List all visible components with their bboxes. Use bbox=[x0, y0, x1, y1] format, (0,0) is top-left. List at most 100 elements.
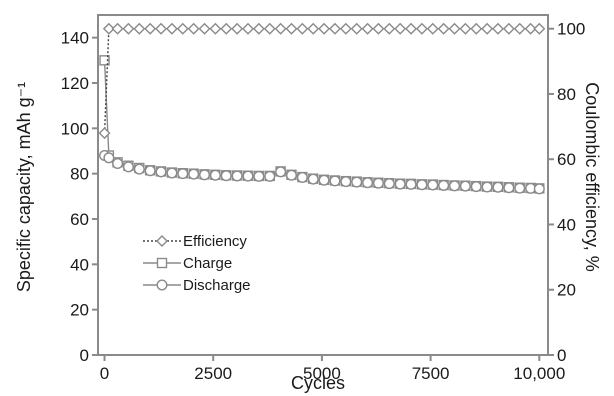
discharge-point bbox=[427, 179, 439, 191]
tick-layer: 0 2500 5000 7500 10,000020406080100120140020… bbox=[61, 20, 586, 383]
discharge-point bbox=[285, 169, 297, 181]
efficiency-point bbox=[415, 22, 428, 35]
y-right-tick-label: 60 bbox=[557, 150, 576, 169]
y-right-tick-label: 100 bbox=[557, 20, 585, 39]
efficiency-point bbox=[372, 22, 385, 35]
discharge-point bbox=[209, 169, 221, 181]
efficiency-point bbox=[220, 22, 233, 35]
legend-label: Charge bbox=[183, 255, 232, 272]
efficiency-point bbox=[155, 22, 168, 35]
efficiency-point bbox=[102, 22, 115, 35]
x-tick-label: 2500 bbox=[194, 364, 232, 383]
discharge-point bbox=[177, 168, 189, 180]
efficiency-point bbox=[209, 22, 222, 35]
y-right-tick-label: 80 bbox=[557, 85, 576, 104]
y-left-tick-label: 40 bbox=[70, 255, 89, 274]
x-tick-label: 0 bbox=[100, 364, 109, 383]
discharge-point bbox=[329, 175, 341, 187]
y-left-tick-label: 20 bbox=[70, 301, 89, 320]
legend-marker bbox=[156, 235, 168, 247]
discharge-point bbox=[242, 170, 254, 182]
plot-border bbox=[97, 14, 549, 356]
efficiency-point bbox=[350, 22, 363, 35]
efficiency-point bbox=[328, 22, 341, 35]
y-left-axis-title: Specific capacity, mAh g⁻¹ bbox=[14, 82, 34, 292]
x-axis-title: Cycles bbox=[291, 373, 345, 393]
efficiency-point bbox=[187, 22, 200, 35]
efficiency-point bbox=[111, 22, 124, 35]
discharge-point bbox=[503, 182, 515, 194]
discharge-point bbox=[340, 176, 352, 188]
efficiency-point bbox=[459, 22, 472, 35]
efficiency-point bbox=[263, 22, 276, 35]
discharge-point bbox=[492, 181, 504, 193]
efficiency-point bbox=[122, 22, 135, 35]
discharge-point bbox=[533, 183, 545, 195]
efficiency-point bbox=[231, 22, 244, 35]
y-right-tick-label: 20 bbox=[557, 281, 576, 300]
efficiency-point bbox=[296, 22, 309, 35]
efficiency-point bbox=[394, 22, 407, 35]
discharge-point bbox=[383, 178, 395, 190]
discharge-point bbox=[372, 177, 384, 189]
discharge-point bbox=[449, 180, 461, 192]
discharge-point bbox=[188, 168, 200, 180]
efficiency-point bbox=[383, 22, 396, 35]
discharge-point bbox=[351, 176, 363, 188]
x-tick-label: 7500 bbox=[412, 364, 450, 383]
series-discharge bbox=[99, 150, 545, 195]
discharge-point bbox=[133, 163, 145, 175]
y-left-tick-label: 0 bbox=[80, 346, 89, 365]
y-right-axis-title: Coulombic efficiency, % bbox=[582, 82, 602, 271]
discharge-point bbox=[307, 173, 319, 185]
x-tick-label: 10,000 bbox=[513, 364, 565, 383]
legend-entry-discharge: Discharge bbox=[143, 277, 251, 294]
series-line-efficiency bbox=[103, 28, 540, 134]
discharge-point bbox=[481, 181, 493, 193]
discharge-point bbox=[416, 179, 428, 191]
efficiency-point bbox=[481, 22, 494, 35]
efficiency-point bbox=[533, 22, 546, 35]
discharge-point bbox=[514, 182, 526, 194]
discharge-point bbox=[362, 177, 374, 189]
y-right-tick-label: 40 bbox=[557, 215, 576, 234]
discharge-point bbox=[220, 170, 232, 182]
efficiency-point bbox=[502, 22, 515, 35]
y-left-tick-label: 80 bbox=[70, 165, 89, 184]
data-layer bbox=[98, 22, 546, 195]
y-left-tick-label: 120 bbox=[61, 74, 89, 93]
discharge-point bbox=[253, 170, 265, 182]
efficiency-point bbox=[437, 22, 450, 35]
discharge-point bbox=[275, 166, 287, 178]
charge-point bbox=[99, 55, 110, 66]
efficiency-point bbox=[252, 22, 265, 35]
discharge-point bbox=[318, 174, 330, 186]
legend-entry-charge: Charge bbox=[143, 255, 232, 272]
series-efficiency bbox=[98, 22, 546, 140]
discharge-point bbox=[470, 181, 482, 193]
efficiency-point bbox=[133, 22, 146, 35]
efficiency-point bbox=[307, 22, 320, 35]
discharge-point bbox=[166, 167, 178, 179]
efficiency-point bbox=[274, 22, 287, 35]
efficiency-point bbox=[198, 22, 211, 35]
efficiency-point bbox=[470, 22, 483, 35]
discharge-point bbox=[438, 179, 450, 191]
legend-marker bbox=[156, 279, 168, 291]
efficiency-point bbox=[361, 22, 374, 35]
discharge-point bbox=[405, 178, 417, 190]
efficiency-point bbox=[339, 22, 352, 35]
y-left-tick-label: 60 bbox=[70, 210, 89, 229]
legend: Efficiency Charge Discharge bbox=[143, 233, 251, 294]
legend-entry-efficiency: Efficiency bbox=[143, 233, 247, 250]
discharge-point bbox=[155, 166, 167, 178]
efficiency-point bbox=[426, 22, 439, 35]
discharge-point bbox=[296, 172, 308, 184]
efficiency-point bbox=[165, 22, 178, 35]
discharge-point bbox=[459, 180, 471, 192]
discharge-point bbox=[199, 169, 211, 181]
discharge-point bbox=[103, 152, 115, 164]
legend-label: Efficiency bbox=[183, 233, 247, 250]
efficiency-point bbox=[98, 127, 111, 140]
efficiency-point bbox=[242, 22, 254, 35]
